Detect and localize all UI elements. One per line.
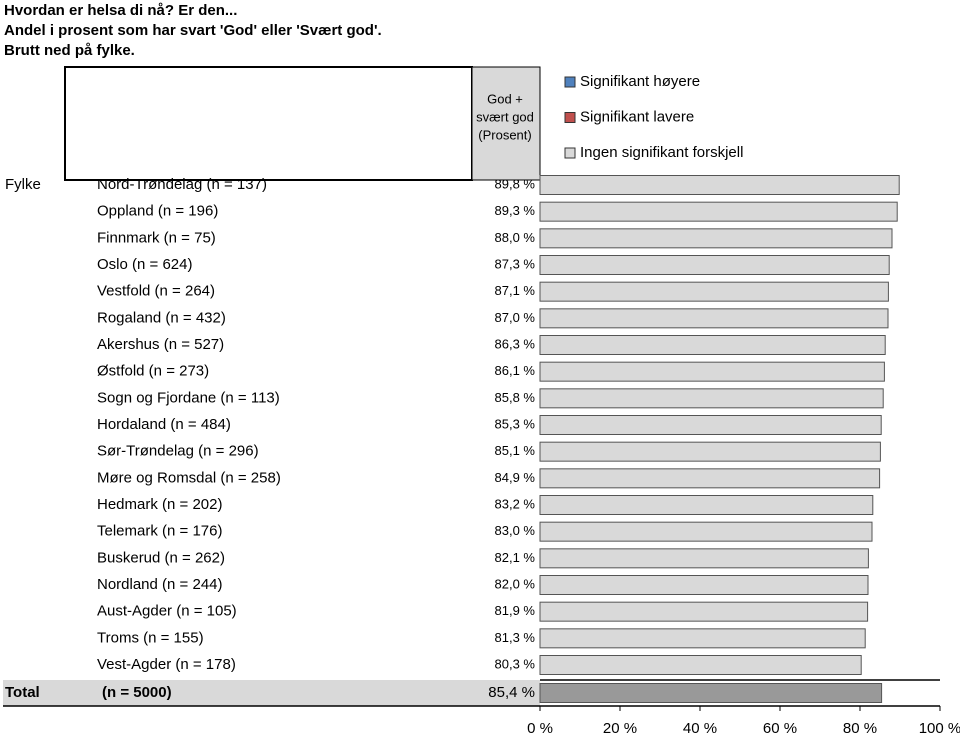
row-label: Oslo (n = 624)	[97, 256, 192, 273]
column-header: (Prosent)	[478, 127, 531, 142]
value-label: 89,8 %	[495, 176, 536, 191]
value-label: 80,3 %	[495, 656, 536, 671]
row-label: Sogn og Fjordane (n = 113)	[97, 389, 280, 406]
x-tick-label: 20 %	[603, 720, 637, 736]
total-value-label: 85,4 %	[488, 684, 535, 701]
legend-label: Ingen signifikant forskjell	[580, 144, 743, 161]
bar	[539, 228, 893, 249]
x-tick-label: 60 %	[763, 720, 797, 736]
value-label: 81,3 %	[495, 630, 536, 645]
group-label: Fylke	[5, 176, 41, 193]
bar	[539, 441, 881, 462]
legend-label: Signifikant lavere	[580, 108, 694, 125]
column-header: God +	[487, 91, 523, 106]
bar	[539, 575, 869, 595]
row-label: Hedmark (n = 202)	[97, 496, 222, 513]
title-line: Brutt ned på fylke.	[4, 42, 135, 59]
title-line: Hvordan er helsa di nå? Er den...	[4, 2, 237, 19]
row-label: Finnmark (n = 75)	[97, 229, 216, 246]
total-n: (n = 5000)	[102, 684, 172, 701]
legend-swatch	[564, 147, 576, 159]
title-line: Andel i prosent som har svart 'God' elle…	[4, 22, 382, 39]
column-header: svært god	[476, 109, 534, 124]
legend-swatch	[564, 76, 576, 88]
bar	[539, 683, 883, 703]
bar	[539, 601, 869, 622]
value-label: 82,1 %	[495, 550, 536, 565]
value-label: 86,3 %	[495, 336, 536, 351]
bar	[539, 388, 884, 409]
row-label: Østfold (n = 273)	[97, 363, 209, 380]
row-label: Møre og Romsdal (n = 258)	[97, 469, 281, 486]
row-label: Akershus (n = 527)	[97, 336, 224, 353]
header-box	[64, 66, 473, 181]
value-label: 87,3 %	[495, 256, 536, 271]
value-label: 83,2 %	[495, 496, 536, 511]
bar	[539, 495, 874, 515]
value-label: 84,9 %	[495, 470, 536, 485]
value-label: 87,0 %	[495, 310, 536, 325]
row-label: Vest-Agder (n = 178)	[97, 656, 236, 673]
bar	[539, 281, 889, 302]
bar	[539, 175, 900, 195]
value-label: 81,9 %	[495, 603, 536, 618]
bar	[539, 468, 881, 489]
header-column	[471, 66, 541, 181]
x-tick-label: 80 %	[843, 720, 877, 736]
bar	[539, 255, 890, 275]
x-tick-label: 0 %	[527, 720, 553, 736]
row-label: Oppland (n = 196)	[97, 203, 218, 220]
row-label: Aust-Agder (n = 105)	[97, 603, 237, 620]
bar	[539, 308, 889, 329]
row-label: Sør-Trøndelag (n = 296)	[97, 443, 259, 460]
value-label: 85,1 %	[495, 443, 536, 458]
total-label: Total	[5, 684, 40, 701]
value-label: 82,0 %	[495, 576, 536, 591]
row-label: Nordland (n = 244)	[97, 576, 223, 593]
row-label: Rogaland (n = 432)	[97, 309, 226, 326]
row-label: Vestfold (n = 264)	[97, 283, 215, 300]
value-label: 83,0 %	[495, 523, 536, 538]
value-label: 87,1 %	[495, 283, 536, 298]
row-label: Buskerud (n = 262)	[97, 549, 225, 566]
row-label: Hordaland (n = 484)	[97, 416, 231, 433]
total-band	[3, 680, 540, 706]
bar	[539, 628, 866, 649]
bar	[539, 655, 862, 675]
value-label: 89,3 %	[495, 203, 536, 218]
row-label: Troms (n = 155)	[97, 629, 204, 646]
row-label: Telemark (n = 176)	[97, 523, 222, 540]
x-tick-label: 40 %	[683, 720, 717, 736]
legend-label: Signifikant høyere	[580, 73, 700, 90]
value-label: 85,3 %	[495, 416, 536, 431]
bar	[539, 548, 869, 569]
value-label: 86,1 %	[495, 363, 536, 378]
bar	[539, 521, 873, 542]
bar	[539, 201, 898, 222]
value-label: 85,8 %	[495, 390, 536, 405]
x-tick-label: 100 %	[919, 720, 960, 736]
legend-swatch	[564, 112, 576, 123]
bar	[539, 335, 886, 355]
value-label: 88,0 %	[495, 230, 536, 245]
bar	[539, 361, 885, 382]
bar	[539, 415, 882, 435]
row-label: Nord-Trøndelag (n = 137)	[97, 176, 267, 193]
